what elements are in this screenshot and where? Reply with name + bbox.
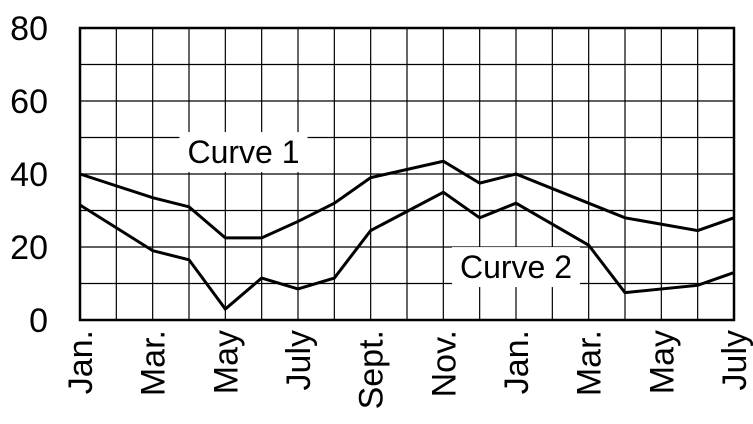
x-tick-label: May — [207, 330, 245, 394]
x-tick-label: Nov. — [425, 330, 463, 397]
x-tick-label: Mar. — [135, 330, 173, 396]
x-tick-label: Mar. — [571, 330, 609, 396]
x-tick-label: July — [716, 330, 753, 390]
curve-label-background — [451, 247, 581, 288]
series-layer: Curve 1 Curve 2 — [79, 134, 735, 312]
y-tick-label: 80 — [10, 10, 48, 48]
tick-label-layer: 0 20 40 60 80 Jan. Mar. May July Sept. Nov. Jan. Mar… — [10, 10, 753, 409]
y-tick-label: 60 — [10, 83, 48, 121]
series-line-curve-2 — [79, 190, 735, 312]
series-label-curve-1: Curve 1 — [187, 134, 299, 170]
chart-grid — [80, 28, 734, 320]
x-tick-label: Jan. — [498, 330, 536, 394]
x-tick-label: July — [280, 330, 318, 390]
curve-label-background — [179, 132, 308, 173]
y-tick-label: 0 — [29, 302, 48, 340]
y-tick-label: 20 — [10, 229, 48, 267]
x-tick-label: Jan. — [62, 330, 100, 394]
x-tick-label: May — [643, 330, 681, 394]
x-tick-label: Sept. — [353, 330, 391, 409]
y-tick-label: 40 — [10, 156, 48, 194]
series-line-curve-1 — [79, 159, 735, 240]
series-label-curve-2: Curve 2 — [460, 249, 572, 285]
